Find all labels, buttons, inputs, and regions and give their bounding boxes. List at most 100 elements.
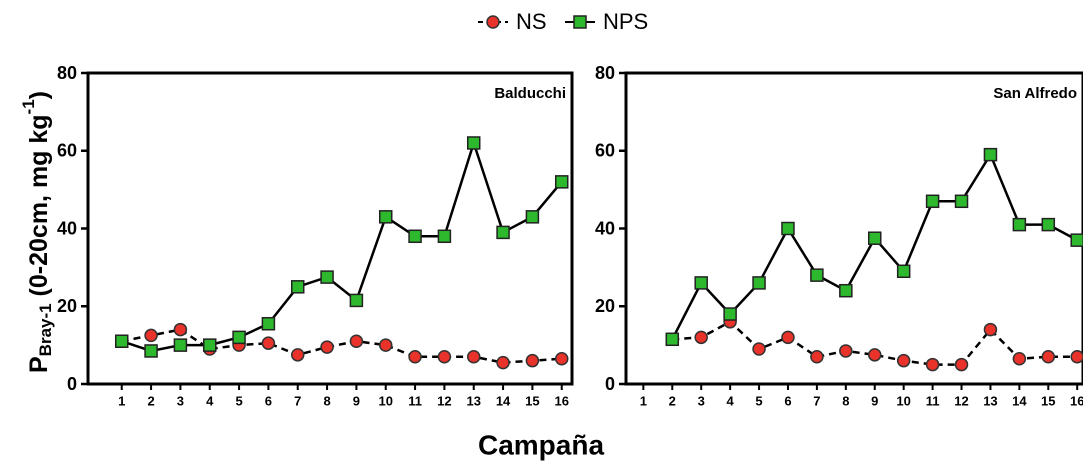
nps-point — [232, 330, 246, 345]
nps-point — [554, 175, 569, 189]
nps-point — [525, 210, 540, 224]
ns-point — [261, 336, 276, 350]
x-tick-label: 3 — [177, 393, 184, 408]
series-line — [121, 328, 562, 364]
ns-point — [983, 322, 998, 337]
x-tick-label: 1 — [640, 393, 647, 408]
nps-point — [810, 268, 824, 282]
ns-point — [694, 330, 708, 345]
y-label-sub: Bray-1 — [36, 303, 55, 356]
ns-point — [810, 350, 824, 364]
ns-point — [1041, 350, 1056, 364]
nps-point — [378, 210, 393, 224]
y-axis-label: PBray-1 (0-20cm, mg kg-1) — [19, 91, 55, 373]
nps-point — [752, 276, 766, 290]
ns-point — [408, 350, 422, 364]
y-tick-label: 60 — [595, 141, 615, 161]
nps-point — [290, 280, 305, 294]
nps-point — [114, 334, 129, 348]
nps-point — [144, 344, 158, 358]
ns-point — [867, 348, 882, 362]
x-tick-label: 4 — [206, 393, 214, 408]
x-tick-label: 9 — [871, 393, 878, 408]
nps-point — [173, 338, 188, 352]
legend-marker — [573, 15, 587, 29]
nps-point — [925, 194, 940, 209]
ns-point — [320, 340, 334, 354]
y-tick-label: 80 — [57, 63, 77, 83]
nps-point — [202, 338, 217, 352]
nps-point — [261, 316, 276, 331]
nps-point — [1041, 217, 1056, 232]
x-tick-label: 15 — [525, 393, 539, 408]
y-label-sup: -1 — [19, 99, 38, 114]
x-tick-label: 6 — [265, 393, 272, 408]
ns-point — [437, 350, 452, 364]
nps-point — [1070, 233, 1083, 247]
y-tick-label: 80 — [595, 63, 615, 83]
nps-point — [349, 293, 364, 308]
nps-point — [320, 270, 334, 284]
ns-point — [925, 357, 940, 372]
x-tick-label: 8 — [323, 393, 330, 408]
y-tick-label: 20 — [57, 296, 77, 316]
x-tick-label: 14 — [496, 393, 511, 408]
x-tick-label: 14 — [1012, 393, 1027, 408]
ns-point — [954, 357, 969, 372]
x-tick-label: 8 — [842, 393, 849, 408]
nps-point — [954, 194, 969, 209]
ns-point — [554, 351, 569, 366]
x-tick-label: 15 — [1041, 393, 1055, 408]
legend-label: NPS — [603, 9, 648, 34]
y-tick-label: 0 — [605, 374, 615, 394]
x-tick-label: 4 — [727, 393, 735, 408]
ns-point — [496, 355, 510, 370]
x-tick-label: 11 — [408, 393, 422, 408]
nps-point — [437, 229, 452, 244]
legend-label: NS — [516, 9, 547, 34]
series-line — [672, 320, 1078, 366]
x-tick-label: 5 — [755, 393, 762, 408]
ns-point — [144, 328, 158, 343]
nps-point — [1012, 217, 1027, 232]
x-tick-label: 12 — [437, 393, 451, 408]
nps-point — [839, 283, 853, 298]
x-axis-label: Campaña — [478, 429, 604, 460]
x-tick-label: 7 — [294, 393, 301, 408]
nps-point — [694, 276, 708, 290]
ns-point — [839, 344, 853, 358]
y-tick-label: 20 — [595, 296, 615, 316]
nps-point — [781, 221, 795, 236]
ns-point — [781, 330, 795, 345]
x-tick-label: 7 — [813, 393, 820, 408]
panel-title: Balducchi — [494, 85, 566, 102]
x-tick-label: 1 — [118, 393, 125, 408]
x-tick-label: 10 — [378, 393, 392, 408]
x-tick-label: 12 — [954, 393, 968, 408]
ns-point — [1070, 350, 1083, 364]
ns-point — [525, 353, 540, 368]
x-tick-label: 9 — [353, 393, 360, 408]
ns-point — [290, 348, 305, 362]
legend-marker — [486, 15, 500, 29]
nps-point — [466, 136, 481, 150]
nps-point — [665, 332, 680, 347]
x-tick-label: 6 — [784, 393, 791, 408]
x-tick-label: 11 — [926, 393, 940, 408]
x-tick-label: 3 — [698, 393, 705, 408]
ns-point — [349, 334, 364, 348]
ns-point — [466, 350, 481, 364]
y-tick-label: 0 — [67, 374, 77, 394]
x-tick-label: 16 — [1070, 393, 1083, 408]
ns-point — [173, 322, 188, 337]
nps-point — [983, 147, 998, 162]
x-tick-label: 16 — [554, 393, 568, 408]
x-tick-label: 13 — [466, 393, 480, 408]
ns-point — [1012, 351, 1027, 366]
ns-point — [378, 338, 393, 352]
ns-point — [752, 342, 766, 356]
nps-point — [496, 225, 510, 240]
nps-point — [408, 229, 422, 244]
nps-point — [867, 231, 882, 245]
